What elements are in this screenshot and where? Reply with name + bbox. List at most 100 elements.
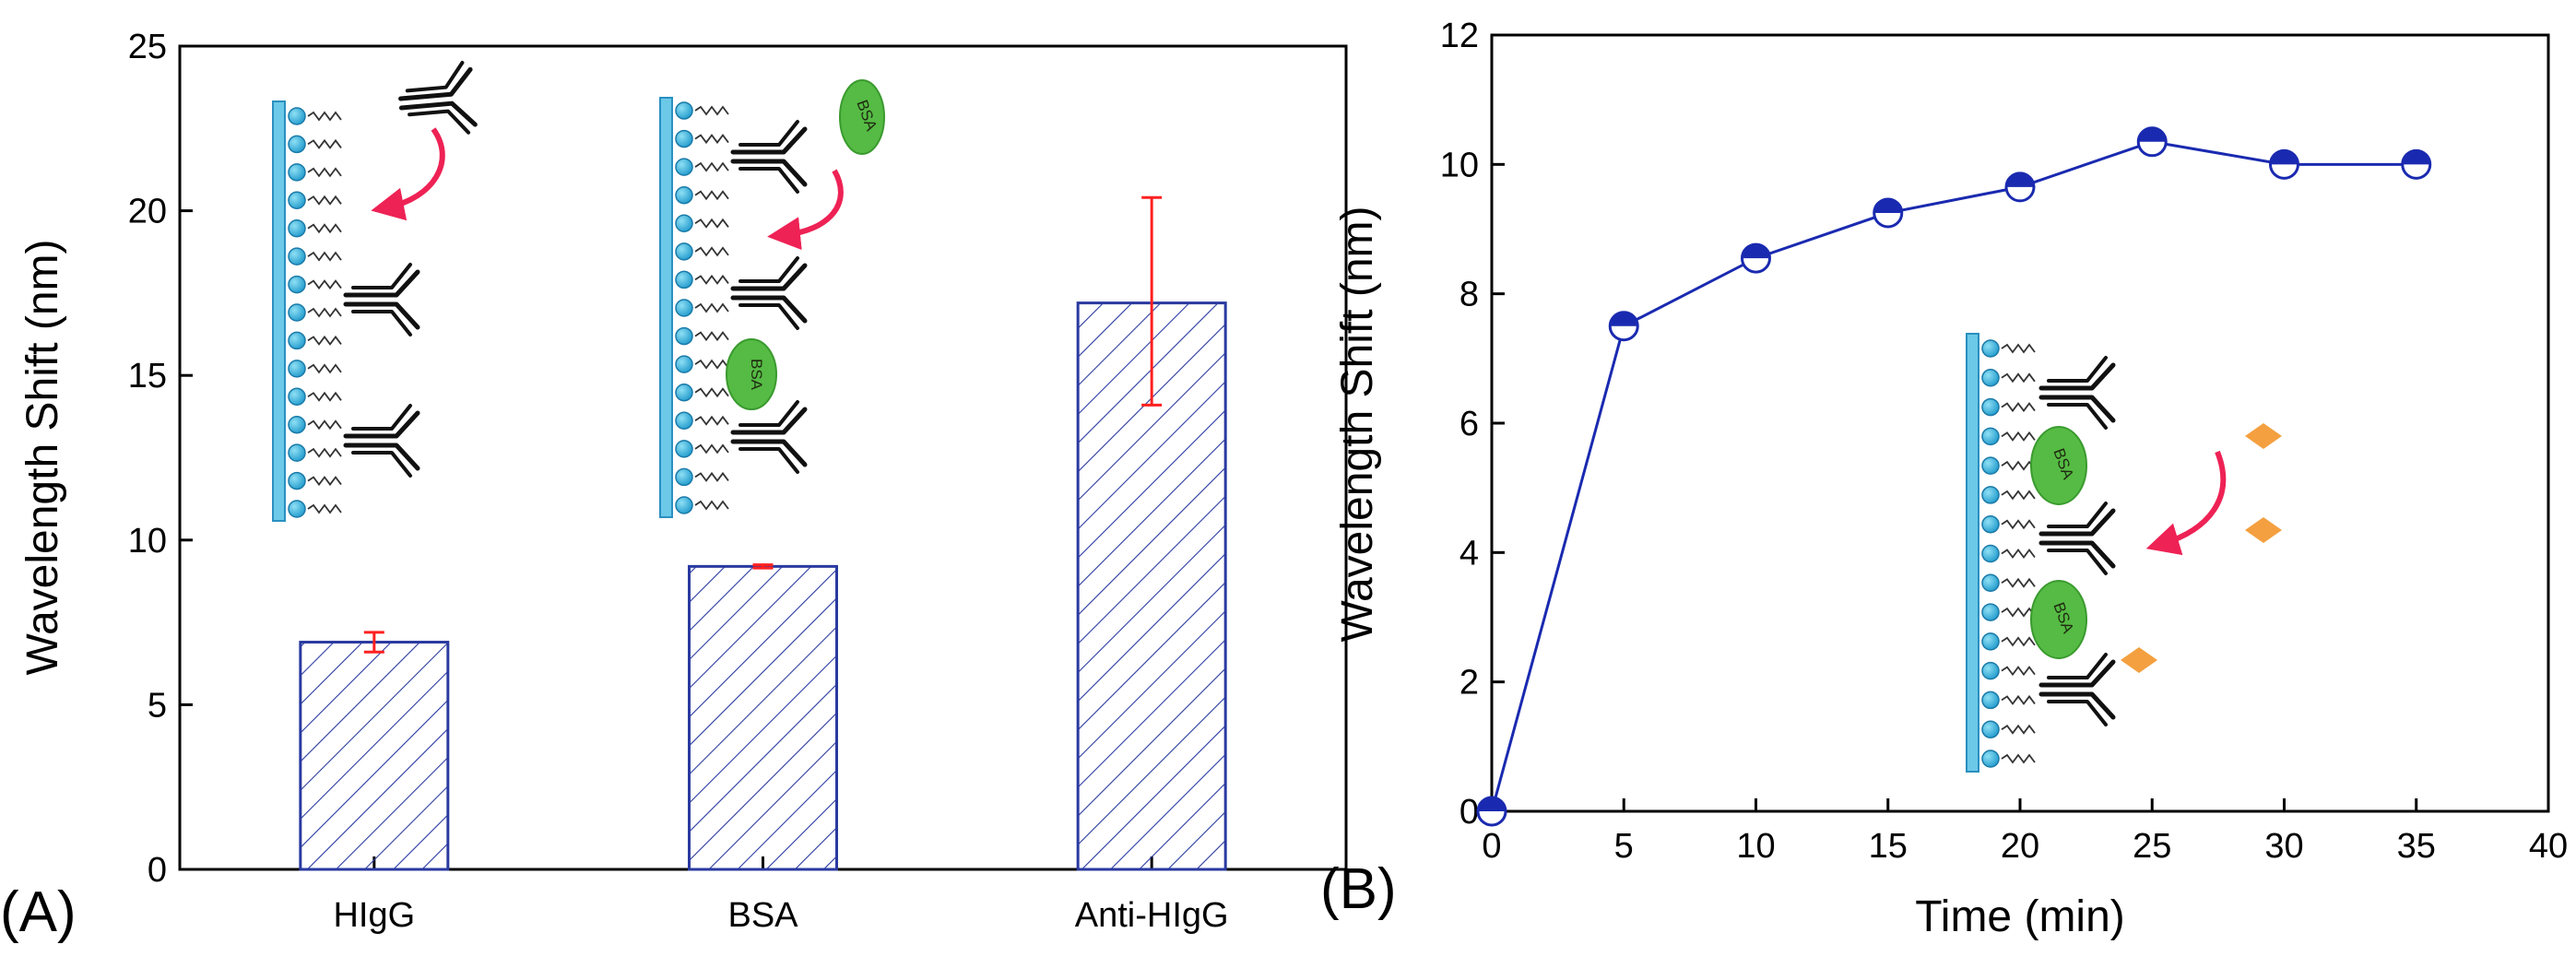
linker-chain <box>307 363 342 374</box>
y-tick-label: 10 <box>128 522 167 561</box>
panel-a-y-ticks: 0 5 10 15 20 25 <box>128 28 193 890</box>
x-tick-label: 0 <box>1482 827 1501 866</box>
linker-chain <box>307 167 342 178</box>
linker-chain <box>694 443 729 455</box>
data-point-fill <box>1742 244 1770 259</box>
linker-chain <box>307 503 342 514</box>
linker-chain <box>694 415 729 426</box>
antibody-icon <box>730 256 808 330</box>
antibody-icon <box>2038 356 2116 430</box>
surface-bead <box>288 163 306 182</box>
bsa-protein-icon: BSA <box>2030 426 2087 505</box>
antibody-icon <box>343 404 420 478</box>
data-point-fill <box>2138 127 2167 142</box>
linker-chain <box>2001 343 2036 354</box>
y-tick-label: 4 <box>1459 534 1479 573</box>
linker-chain <box>2001 490 2036 501</box>
antibody-heavy-chain <box>343 410 420 471</box>
surface-bead <box>288 218 306 238</box>
antibody-heavy-chain <box>2038 659 2116 720</box>
data-point <box>2136 126 2168 158</box>
surface-bead <box>675 355 693 373</box>
antibody-icon <box>2038 502 2116 575</box>
surface-bead <box>288 247 306 266</box>
linker-chain <box>2001 607 2036 618</box>
linker-chain <box>694 190 729 201</box>
linker-chain <box>694 161 729 172</box>
surface-bead <box>675 242 693 261</box>
panel-a-y-axis-title: Wavelength Shift (nm) <box>18 239 67 675</box>
surface-bead <box>1981 632 2000 651</box>
linker-chain <box>2001 666 2036 677</box>
antibody-light-chain <box>405 61 471 135</box>
y-tick-label: 6 <box>1459 405 1479 443</box>
antibody-heavy-chain <box>730 263 808 324</box>
panel-b-x-ticks: 0 5 10 15 20 25 30 35 40 <box>1482 798 2568 866</box>
surface-bead <box>675 299 693 317</box>
data-point <box>1476 796 1507 827</box>
surface-bead <box>288 360 306 378</box>
antibody-light-chain <box>2047 653 2108 726</box>
panel-b-plot-frame <box>1490 33 2550 813</box>
y-tick-label: 12 <box>1440 17 1479 55</box>
surface-bead <box>288 500 306 518</box>
antibody-light-chain <box>351 263 412 337</box>
y-tick-label: 8 <box>1459 276 1479 314</box>
bsa-blocking-scheme: BSA BSA <box>659 79 885 518</box>
surface-bead <box>675 185 693 205</box>
y-tick-label: 15 <box>128 357 167 396</box>
surface-bead <box>675 496 693 514</box>
error-bar <box>363 631 384 654</box>
antibody-heavy-chain <box>2038 362 2116 423</box>
surface-bead <box>1981 369 2000 387</box>
data-point-fill <box>2402 150 2430 165</box>
x-tick-label: 30 <box>2264 827 2303 866</box>
surface-bead <box>288 331 306 350</box>
bsa-protein-icon: BSA <box>2030 580 2087 659</box>
antibody-light-chain <box>2047 356 2108 430</box>
surface-bead <box>1981 691 2000 710</box>
y-tick-label: 25 <box>128 28 167 66</box>
surface-bead <box>288 303 306 322</box>
linker-chain <box>694 105 729 116</box>
bar-bsa <box>688 564 838 871</box>
x-tick-label: 25 <box>2133 827 2171 866</box>
panel-b: 0 2 4 6 8 10 12 0 5 10 15 20 25 30 35 40 Wavelength Sh… <box>1320 17 2568 941</box>
linker-chain <box>307 447 342 458</box>
blocking-arrow-icon <box>767 169 844 251</box>
antibody-heavy-chain <box>730 407 808 467</box>
linker-chain <box>307 223 342 234</box>
surface-bead <box>288 471 306 490</box>
surface-bead <box>288 135 306 154</box>
surface-bead <box>1981 397 2000 417</box>
linker-chain <box>2001 577 2036 588</box>
error-bar <box>752 563 774 570</box>
x-tick-label: BSA <box>727 896 798 935</box>
linker-chain <box>2001 636 2036 647</box>
linker-chain <box>694 500 729 511</box>
linker-chain <box>2001 460 2036 471</box>
surface-bead <box>1981 514 2000 534</box>
series-line <box>1490 140 2416 812</box>
panel-a: 0 5 10 15 20 25 HIgG BSA Anti-HIgG Wavelength S… <box>0 28 1348 944</box>
linker-chain <box>694 471 729 482</box>
y-tick-label: 5 <box>148 686 167 725</box>
x-tick-label: 15 <box>1869 827 1908 866</box>
antibody-icon <box>2038 653 2116 726</box>
linker-chain <box>694 274 729 285</box>
linker-chain <box>307 335 342 346</box>
data-point <box>2401 148 2432 180</box>
panel-a-bars <box>299 195 1227 871</box>
panel-a-label: (A) <box>0 880 77 944</box>
bar-higg <box>299 641 450 871</box>
x-tick-label: 40 <box>2529 827 2568 866</box>
surface-bead <box>288 415 306 434</box>
linker-chain <box>307 476 342 487</box>
surface-bead <box>1981 486 2000 504</box>
surface-bead <box>1981 544 2000 563</box>
linker-chain <box>307 279 342 290</box>
svg-text:BSA: BSA <box>748 359 765 391</box>
surface-bead <box>288 107 306 125</box>
data-point <box>1608 311 1639 342</box>
antigen-binding-scheme: BSA BSA <box>1966 333 2282 773</box>
